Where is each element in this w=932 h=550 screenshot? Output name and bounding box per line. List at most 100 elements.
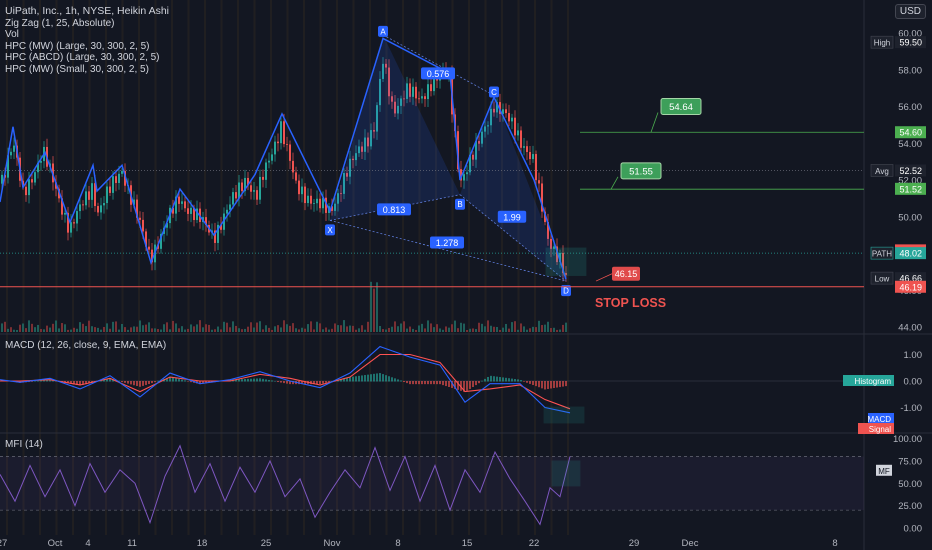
candle-body: [553, 246, 555, 249]
axis-tag-value: 54.60: [899, 128, 922, 138]
macd-histogram-bar: [517, 379, 519, 382]
session-stripe: [154, 0, 157, 535]
axis-tag-value: 46.19: [899, 282, 922, 292]
macd-histogram-bar: [235, 379, 237, 382]
candle-body: [289, 144, 291, 161]
candle-body: [517, 130, 519, 136]
macd-histogram-bar: [340, 379, 342, 382]
candle-body: [562, 252, 564, 274]
candle-body: [337, 193, 339, 204]
mfi-tag-bg: [876, 464, 892, 476]
ratio-label-text: 1.99: [503, 212, 521, 222]
volume-bar: [442, 329, 444, 332]
indicator-hpc-abcd-large[interactable]: HPC (ABCD) (Large, 30, 300, 2, 5): [5, 52, 160, 63]
volume-bar: [538, 320, 540, 332]
macd-histogram-bar: [205, 381, 207, 384]
volume-bar: [274, 326, 276, 332]
macd-histogram-bar: [103, 379, 105, 382]
volume-bar: [367, 321, 369, 332]
indicator-volume[interactable]: Vol: [5, 29, 19, 40]
volume-bar: [7, 328, 9, 332]
macd-histogram-bar: [448, 381, 450, 388]
mfi-band: [0, 456, 864, 511]
target-label-bg: [660, 98, 702, 115]
volume-bar: [124, 327, 126, 332]
price-tick-label: 50.00: [898, 212, 922, 223]
volume-bar: [40, 328, 42, 332]
candle-body: [271, 154, 273, 161]
volume-bar: [130, 327, 132, 332]
candle-body: [334, 203, 336, 211]
axis-tag-name: Low: [875, 275, 890, 284]
axis-tag-name-bg: [870, 271, 894, 285]
time-tick-label: Nov: [324, 538, 341, 549]
macd-histogram-bar: [253, 378, 255, 382]
time-tick-label: 4: [85, 538, 90, 549]
macd-histogram-bar: [505, 377, 507, 382]
chart-title[interactable]: UiPath, Inc., 1h, NYSE, Heikin Ashi: [5, 5, 169, 17]
candle-body: [220, 224, 222, 230]
volume-bar: [337, 325, 339, 332]
volume-bar: [118, 329, 120, 332]
candle-body: [196, 208, 198, 221]
candle-body: [544, 211, 546, 223]
indicator-hpc-mw-small[interactable]: HPC (MW) (Small, 30, 300, 2, 5): [5, 63, 149, 75]
volume-bar: [490, 325, 492, 332]
candle-body: [295, 172, 297, 181]
candle-body: [541, 183, 543, 212]
axis-tag: High 59.50: [870, 35, 926, 49]
indicator-zigzag[interactable]: Zig Zag (1, 25, Absolute): [5, 17, 115, 29]
candle-body: [13, 145, 15, 152]
volume-bar: [532, 326, 534, 332]
volume-bar: [523, 326, 525, 332]
volume-bar: [454, 320, 456, 332]
macd-histogram-bar: [316, 381, 318, 385]
mfi-tag: MF: [876, 464, 892, 476]
macd-histogram-bar: [373, 373, 375, 382]
candle-body: [64, 212, 66, 215]
candle-body: [532, 154, 534, 160]
mfi-highlight-box: [551, 460, 581, 487]
macd-histogram-bar: [256, 378, 258, 382]
session-stripe: [22, 0, 25, 535]
candle-body: [511, 117, 513, 122]
target-label: 54.64: [660, 98, 702, 115]
volume-bar: [169, 329, 171, 332]
candle-body: [232, 192, 234, 205]
candle-body: [241, 182, 243, 192]
volume-bar: [64, 324, 66, 332]
candle-body: [292, 160, 294, 173]
macd-histogram-bar: [313, 381, 315, 385]
candle-body: [229, 204, 231, 210]
currency-badge[interactable]: USD: [894, 4, 926, 19]
axis-tag-value: 59.50: [899, 38, 922, 48]
candle-body: [526, 146, 528, 153]
macd-pane-label[interactable]: MACD (12, 26, close, 9, EMA, EMA): [5, 340, 167, 351]
axis-tag-value-bg: [895, 182, 926, 195]
macd-histogram-bar: [523, 381, 525, 382]
macd-histogram-bar: [175, 378, 177, 382]
volume-bar: [250, 322, 252, 332]
mfi-pane-label[interactable]: MFI (14): [5, 439, 43, 450]
volume-bar: [385, 329, 387, 332]
pattern-label-bg: [489, 86, 499, 98]
volume-bar: [259, 321, 261, 332]
candle-body: [103, 203, 105, 206]
candle-body: [457, 131, 459, 170]
volume-bar: [208, 324, 210, 332]
candle-body: [496, 102, 498, 113]
candle-body: [67, 212, 69, 233]
macd-histogram-bar: [142, 381, 144, 386]
macd-histogram-bar: [487, 376, 489, 382]
candle-body: [235, 192, 237, 199]
macd-histogram-bar: [301, 381, 303, 385]
macd-histogram-bar: [496, 376, 498, 382]
volume-bar: [256, 322, 258, 332]
session-stripe: [534, 0, 536, 535]
candle-body: [280, 121, 282, 144]
volume-bar: [475, 329, 477, 332]
indicator-hpc-mw-large[interactable]: HPC (MW) (Large, 30, 300, 2, 5): [5, 40, 150, 52]
ratio-label-text: 0.576: [427, 69, 450, 79]
volume-bar: [541, 325, 543, 332]
